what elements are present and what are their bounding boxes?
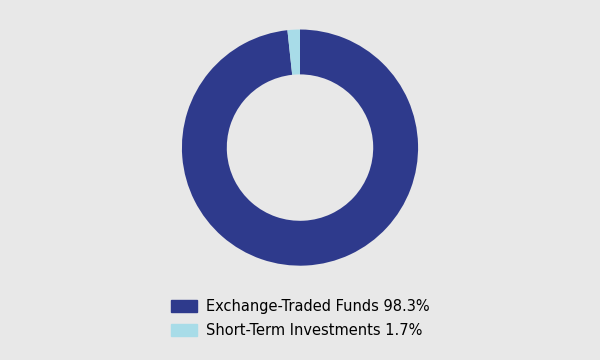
Wedge shape (287, 30, 300, 75)
Wedge shape (182, 30, 418, 266)
Legend: Exchange-Traded Funds 98.3%, Short-Term Investments 1.7%: Exchange-Traded Funds 98.3%, Short-Term … (163, 292, 437, 346)
